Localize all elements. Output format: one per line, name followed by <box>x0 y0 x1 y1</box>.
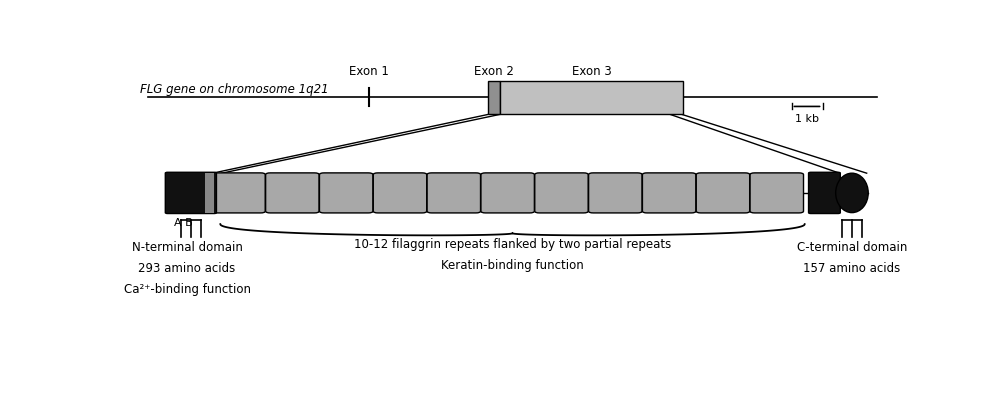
FancyBboxPatch shape <box>427 173 481 213</box>
FancyBboxPatch shape <box>373 173 427 213</box>
Text: 10-12 filaggrin repeats flanked by two partial repeats: 10-12 filaggrin repeats flanked by two p… <box>354 238 671 251</box>
Text: Ca²⁺-binding function: Ca²⁺-binding function <box>124 283 250 296</box>
FancyBboxPatch shape <box>589 173 642 213</box>
FancyBboxPatch shape <box>165 172 216 214</box>
Text: Exon 3: Exon 3 <box>572 65 611 78</box>
FancyBboxPatch shape <box>481 173 534 213</box>
Text: C-terminal domain: C-terminal domain <box>797 242 907 255</box>
Text: A B: A B <box>174 218 193 228</box>
Bar <box>488 81 500 114</box>
FancyBboxPatch shape <box>750 173 804 213</box>
Bar <box>500 81 683 114</box>
Text: 157 amino acids: 157 amino acids <box>803 262 901 275</box>
FancyBboxPatch shape <box>212 173 265 213</box>
Text: Exon 2: Exon 2 <box>474 65 514 78</box>
FancyBboxPatch shape <box>642 173 696 213</box>
FancyBboxPatch shape <box>319 173 373 213</box>
Text: Keratin-binding function: Keratin-binding function <box>441 259 584 272</box>
Text: Exon 1: Exon 1 <box>349 65 389 78</box>
FancyBboxPatch shape <box>696 173 750 213</box>
Text: N-terminal domain: N-terminal domain <box>132 242 242 255</box>
Bar <box>205 173 214 213</box>
Text: FLG gene on chromosome 1q21: FLG gene on chromosome 1q21 <box>140 83 329 96</box>
Text: 293 amino acids: 293 amino acids <box>138 262 236 275</box>
Ellipse shape <box>836 173 868 213</box>
FancyBboxPatch shape <box>809 172 840 214</box>
Text: 1 kb: 1 kb <box>795 114 819 124</box>
FancyBboxPatch shape <box>266 173 319 213</box>
FancyBboxPatch shape <box>535 173 588 213</box>
